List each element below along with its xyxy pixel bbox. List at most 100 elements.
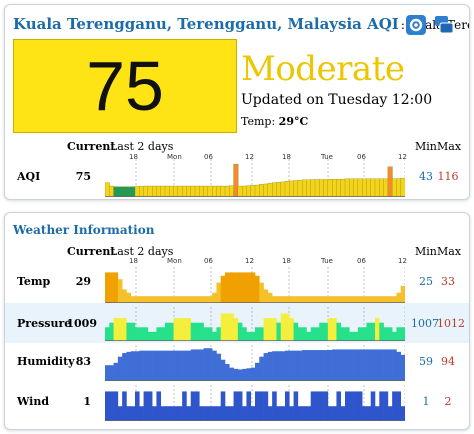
temp-bar xyxy=(310,296,316,303)
wind-chart[interactable] xyxy=(105,385,405,421)
humidity-chart[interactable] xyxy=(105,345,405,381)
pressure-bar xyxy=(126,322,132,341)
temp-bar xyxy=(216,282,222,303)
aqi-panel: Kuala Terengganu, Terengganu, Malaysia A… xyxy=(4,4,470,200)
aqi-bar xyxy=(113,186,119,197)
humidity-bar xyxy=(195,349,200,381)
aqi-bar xyxy=(147,185,153,197)
aqi-bar xyxy=(181,185,187,197)
temp-bar xyxy=(195,296,200,303)
pressure-bar xyxy=(117,318,123,341)
wind-bar xyxy=(387,406,393,421)
pressure-bar xyxy=(160,327,166,341)
temp-bar xyxy=(203,296,209,303)
humidity-bar xyxy=(366,349,372,381)
temp-bar xyxy=(182,296,187,303)
aqi-bar xyxy=(254,184,260,197)
temp-bar xyxy=(259,282,264,303)
temp-bar xyxy=(323,296,329,303)
humidity-bar xyxy=(139,350,144,381)
humidity-bar xyxy=(135,351,140,381)
wind-bar xyxy=(259,391,264,421)
temp-bar xyxy=(319,296,324,303)
wind-bar xyxy=(156,391,162,421)
pressure-bar xyxy=(203,327,209,341)
city-title[interactable]: Kuala Terengganu, Terengganu, Malaysia A… xyxy=(13,15,469,33)
pressure-bar xyxy=(297,327,303,341)
pressure-chart[interactable] xyxy=(105,307,405,341)
wind-bar xyxy=(327,406,333,421)
humidity-bar xyxy=(392,349,397,381)
temp-bar xyxy=(387,296,393,303)
wind-bar xyxy=(160,406,166,421)
tick-label: 18 xyxy=(129,257,138,265)
wind-bar xyxy=(225,406,230,421)
humidity-bar xyxy=(237,369,243,381)
wind-bar xyxy=(212,406,217,421)
tick-label: Mon xyxy=(167,257,182,265)
temp-bar xyxy=(117,279,123,303)
pressure-bar xyxy=(156,327,162,341)
temp-bar xyxy=(255,275,260,303)
humidity-bar xyxy=(246,368,252,381)
tick-label: 06 xyxy=(357,257,366,265)
wind-bar xyxy=(379,391,384,421)
pressure-bar xyxy=(349,331,354,341)
wind-bar xyxy=(152,406,157,421)
pressure-bar xyxy=(263,318,269,341)
humidity-bar xyxy=(255,362,260,381)
aqi-bar xyxy=(340,179,346,197)
pressure-bar xyxy=(177,318,183,341)
col-current: Current xyxy=(67,140,116,153)
temp-bar xyxy=(302,296,307,303)
pressure-bar xyxy=(400,327,405,341)
pressure-bar xyxy=(396,327,402,341)
wind-bar xyxy=(199,406,204,421)
temp-bar xyxy=(345,296,350,303)
aqi-bar xyxy=(297,180,303,197)
aqi-bar xyxy=(319,179,325,197)
pressure-bar xyxy=(383,327,389,341)
wind-bar xyxy=(190,391,196,421)
humidity-max: 94 xyxy=(441,355,455,368)
weather-title: Weather Information xyxy=(13,223,155,237)
temp-bar xyxy=(173,296,179,303)
aqi-bar xyxy=(139,186,145,197)
wind-bar xyxy=(306,406,312,421)
weather-col-period: Last 2 days xyxy=(110,245,174,258)
pressure-bar xyxy=(332,318,337,341)
temp-bar xyxy=(396,292,402,303)
settings-icon[interactable] xyxy=(405,14,427,36)
pressure-bar xyxy=(340,327,346,341)
pressure-bar xyxy=(285,313,290,341)
pressure-bar xyxy=(310,327,316,341)
aqi-bar xyxy=(331,179,337,197)
wind-bar xyxy=(383,391,389,421)
aqi-bar xyxy=(203,185,209,197)
pressure-bar xyxy=(237,322,243,341)
wind-bar xyxy=(340,406,346,421)
tick-label: 18 xyxy=(282,153,291,161)
wind-bar xyxy=(130,406,136,421)
temp-max: 33 xyxy=(441,275,455,288)
humidity-bar xyxy=(293,350,299,381)
temp-bar xyxy=(353,296,359,303)
aqi-bar xyxy=(211,185,217,197)
wind-bar xyxy=(297,406,303,421)
pressure-bar xyxy=(147,331,153,341)
wind-bar xyxy=(242,406,247,421)
temp-bar xyxy=(375,296,380,303)
humidity-bar xyxy=(289,350,294,381)
temp-row-label: Temp xyxy=(17,275,51,288)
pressure-bar xyxy=(323,322,329,341)
humidity-bar xyxy=(109,365,114,381)
layers-icon[interactable] xyxy=(433,14,455,36)
aqi-bar xyxy=(284,181,290,197)
aqi-chart[interactable] xyxy=(105,159,405,197)
humidity-bar xyxy=(225,364,230,381)
temp-chart[interactable] xyxy=(105,267,405,303)
wind-bar xyxy=(216,406,222,421)
aqi-bar xyxy=(169,185,175,197)
aqi-bar xyxy=(259,184,265,197)
temp-bar xyxy=(340,296,346,303)
